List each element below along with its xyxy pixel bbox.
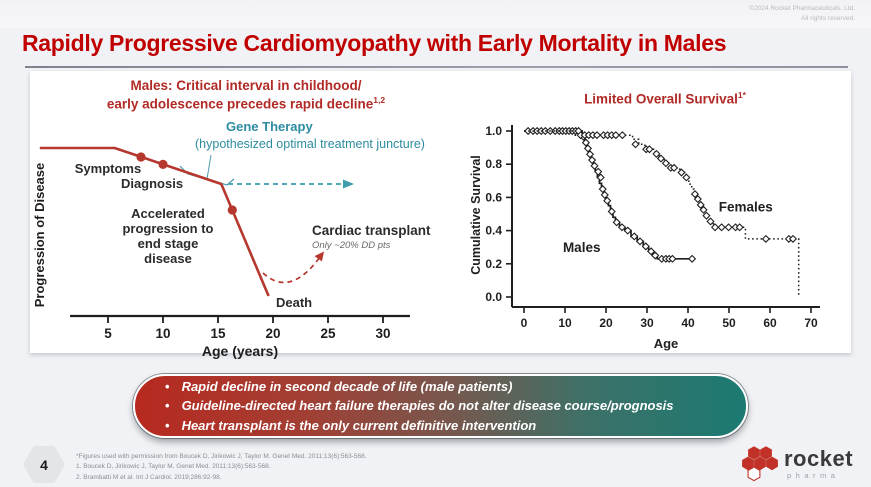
key-points-box: Rapid decline in second decade of life (…: [133, 374, 748, 438]
svg-text:Cardiac transplant: Cardiac transplant: [312, 223, 431, 238]
svg-text:30: 30: [375, 326, 390, 341]
svg-text:Accelerated: Accelerated: [131, 206, 205, 221]
svg-text:50: 50: [722, 316, 736, 330]
svg-text:disease: disease: [144, 251, 192, 266]
svg-text:10: 10: [155, 326, 170, 341]
svg-text:20: 20: [599, 316, 613, 330]
right-chart-block: Limited Overall Survival1* 0.0 0.2 0.4 0.6 0…: [468, 90, 862, 360]
svg-text:(hypothesized optimal treatmen: (hypothesized optimal treatment juncture…: [195, 137, 425, 151]
svg-text:Death: Death: [276, 295, 312, 310]
logo-subtitle: pharma: [787, 471, 840, 480]
rocket-logo-icon: [742, 446, 778, 482]
right-chart-title: Limited Overall Survival1*: [468, 90, 862, 108]
svg-text:40: 40: [681, 316, 695, 330]
top-band: [0, 0, 871, 28]
svg-text:25: 25: [320, 326, 336, 341]
svg-text:Females: Females: [719, 199, 773, 214]
svg-text:Only ~20% DD pts: Only ~20% DD pts: [312, 240, 391, 251]
key-point-item: Rapid decline in second decade of life (…: [165, 377, 674, 397]
left-chart-block: Males: Critical interval in childhood/ e…: [30, 78, 462, 378]
svg-text:15: 15: [210, 326, 226, 341]
logo-name: rocket: [784, 446, 854, 471]
svg-text:Symptoms: Symptoms: [75, 161, 141, 176]
key-points-list: Rapid decline in second decade of life (…: [135, 377, 692, 436]
svg-text:Males: Males: [563, 240, 601, 255]
svg-text:0.0: 0.0: [485, 290, 502, 304]
disease-progression-chart: 5 10 15 20 25 30 Age (years) Progression of Dis…: [32, 119, 431, 359]
left-chart-title-line1: Males: Critical interval in childhood/: [130, 78, 362, 93]
footnote-line: 1. Boucek D, Jirikowic J, Taylor M. Gene…: [76, 463, 271, 471]
svg-text:0.2: 0.2: [485, 257, 502, 271]
copyright-line2: All rights reserved.: [801, 14, 855, 22]
survival-chart: 0.0 0.2 0.4 0.6 0.8 1.0 0 10 20 30 40 50 60 70 Age Cumu…: [469, 124, 820, 351]
title-divider: [25, 66, 848, 68]
copyright-line1: ©2024 Rocket Pharmaceuticals, Ltd.: [749, 5, 855, 12]
right-chart-title-text: Limited Overall Survival: [584, 91, 738, 107]
svg-text:Diagnosis: Diagnosis: [121, 176, 183, 191]
svg-text:Cumulative Survival: Cumulative Survival: [469, 155, 483, 275]
logo-text: rocket pharma: [784, 446, 854, 481]
svg-text:60: 60: [763, 316, 777, 330]
svg-text:0.8: 0.8: [485, 157, 502, 171]
footnote-line: *Figures used with permission from Bouce…: [76, 453, 367, 460]
svg-text:Age: Age: [654, 336, 679, 351]
page-number-badge: 4: [23, 446, 65, 483]
svg-text:end stage: end stage: [138, 236, 199, 251]
svg-text:Progression of Disease: Progression of Disease: [32, 163, 47, 308]
svg-text:70: 70: [804, 316, 818, 330]
svg-text:Gene Therapy: Gene Therapy: [226, 119, 313, 134]
svg-text:20: 20: [265, 326, 280, 341]
key-point-item: Guideline-directed heart failure therapi…: [165, 396, 674, 416]
svg-text:0: 0: [521, 316, 528, 330]
copyright: ©2024 Rocket Pharmaceuticals, Ltd. All r…: [749, 4, 855, 24]
left-chart-title-sup: 1,2: [373, 94, 386, 105]
svg-text:10: 10: [558, 316, 572, 330]
svg-text:30: 30: [640, 316, 654, 330]
svg-text:progression to: progression to: [122, 221, 213, 236]
left-chart-title: Males: Critical interval in childhood/ e…: [30, 78, 462, 113]
page-title: Rapidly Progressive Cardiomyopathy with …: [22, 30, 727, 56]
left-chart-title-line2: early adolescence precedes rapid decline: [106, 96, 374, 112]
svg-text:1.0: 1.0: [485, 124, 502, 138]
rocket-pharma-logo: rocket pharma: [736, 444, 853, 484]
key-point-item: Heart transplant is the only current def…: [165, 416, 674, 436]
page-number: 4: [40, 456, 48, 473]
right-chart-title-sup: 1*: [737, 90, 746, 100]
svg-text:0.4: 0.4: [485, 224, 502, 238]
svg-text:Age (years): Age (years): [202, 343, 278, 359]
svg-text:5: 5: [104, 326, 112, 341]
footnotes: *Figures used with permission from Bouce…: [76, 452, 367, 483]
footnote-line: 2. Brambatti M et al. Int J Cardiol. 201…: [76, 473, 222, 481]
svg-text:0.6: 0.6: [485, 190, 502, 204]
